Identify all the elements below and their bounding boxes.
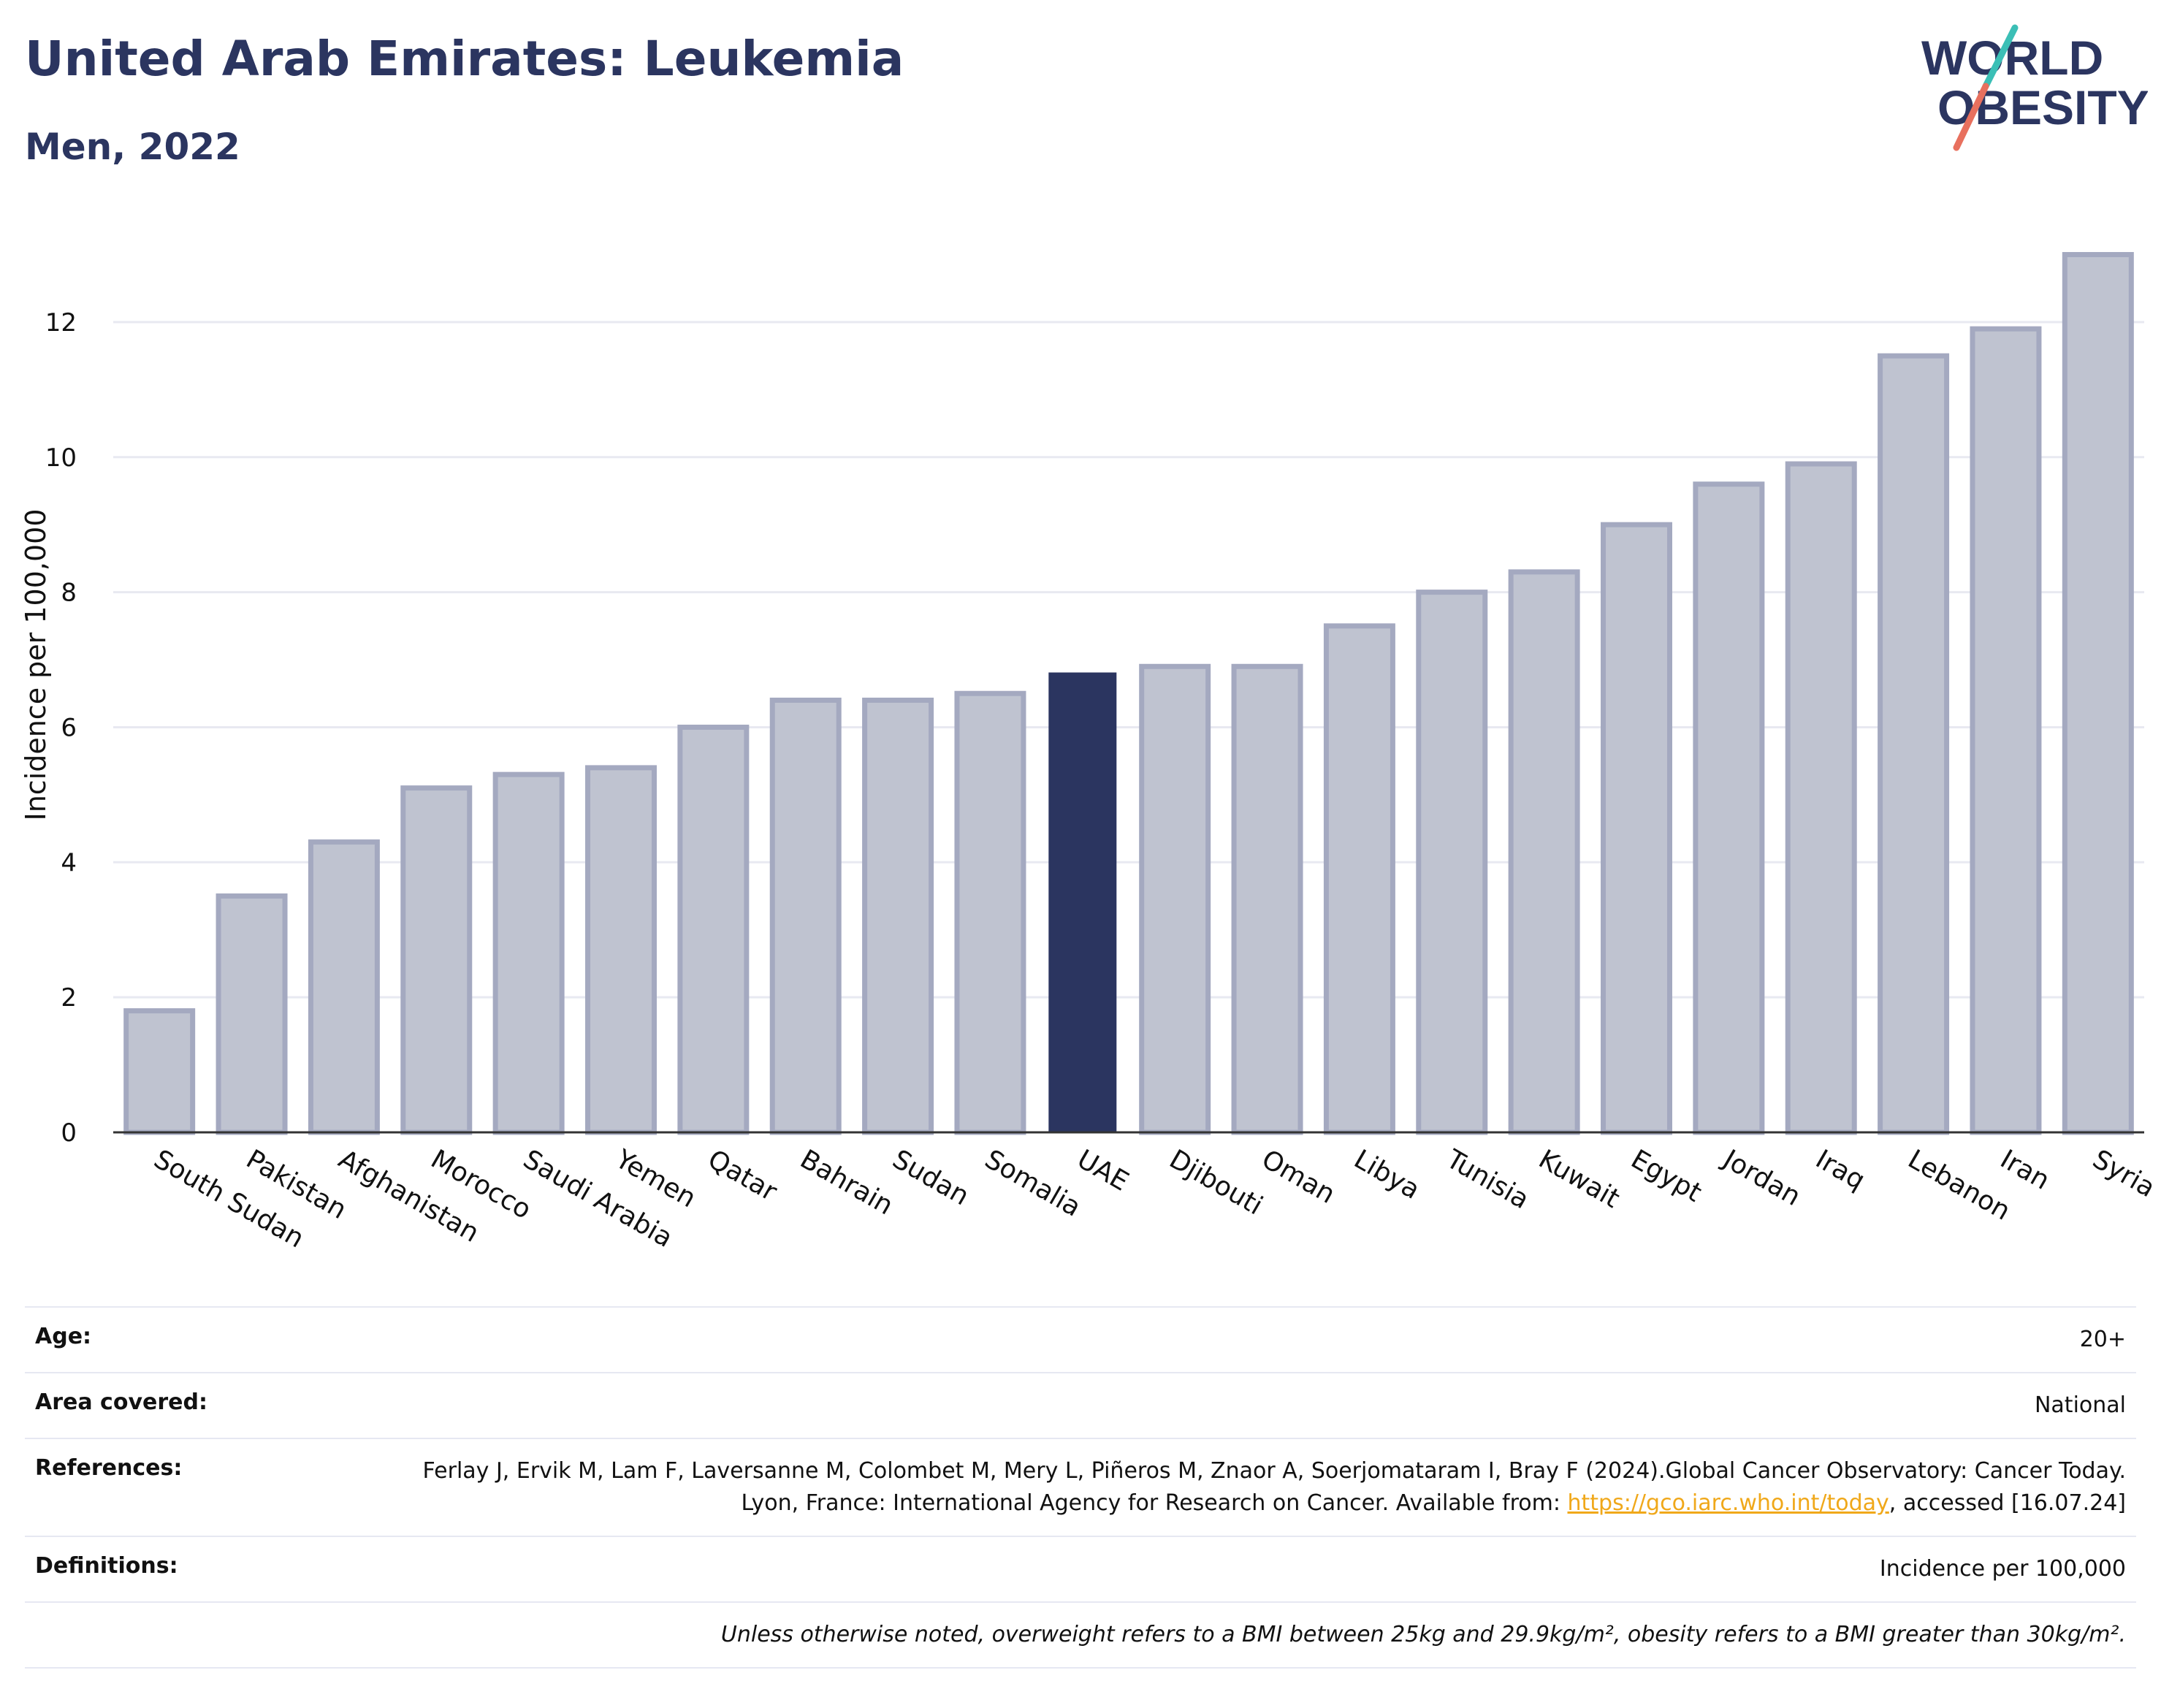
age-label: Age: <box>25 1306 352 1373</box>
bar <box>585 765 657 1135</box>
bar <box>954 690 1026 1135</box>
x-tick-label: Qatar <box>703 1144 782 1207</box>
definitions-value: Incidence per 100,000 <box>352 1536 2136 1602</box>
x-tick-label: Iraq <box>1810 1144 1870 1196</box>
info-row-footnote: Unless otherwise noted, overweight refer… <box>25 1601 2136 1669</box>
bar <box>1231 663 1303 1135</box>
world-obesity-logo: WORLD OBESITY <box>1921 24 2148 151</box>
bar <box>1785 461 1857 1135</box>
x-tick-label: Jordan <box>1717 1143 1805 1212</box>
page-title: United Arab Emirates: Leukemia <box>25 31 904 87</box>
y-tick-label: 12 <box>45 308 77 338</box>
bar <box>308 839 380 1135</box>
bar <box>2062 251 2134 1135</box>
x-tick-label: Syria <box>2087 1144 2160 1203</box>
y-tick-label: 10 <box>45 443 77 473</box>
x-tick-label: Tunisia <box>1441 1144 1534 1215</box>
info-row-definitions: Definitions: Incidence per 100,000 <box>25 1536 2136 1602</box>
bar <box>769 697 842 1135</box>
x-tick-label: Kuwait <box>1533 1144 1625 1214</box>
bar <box>1416 590 1488 1135</box>
bar <box>400 785 473 1135</box>
bar <box>1323 623 1395 1135</box>
references-link[interactable]: https://gco.iarc.who.int/today <box>1567 1490 1889 1516</box>
y-tick-label: 4 <box>61 848 77 877</box>
y-tick-label: 6 <box>61 713 77 742</box>
bar <box>677 724 750 1135</box>
x-tick-label: Libya <box>1349 1144 1425 1205</box>
references-accessed: , accessed [16.07.24] <box>1889 1490 2126 1516</box>
footnote-spacer <box>25 1601 352 1669</box>
x-tick-label: Oman <box>1257 1144 1340 1210</box>
info-row-age: Age: 20+ <box>25 1306 2136 1373</box>
bar <box>1693 481 1765 1135</box>
x-tick-label: Somalia <box>980 1144 1086 1223</box>
bar <box>216 893 288 1135</box>
page-subtitle: Men, 2022 <box>25 126 240 168</box>
bars <box>123 251 2134 1135</box>
bar <box>1139 663 1211 1135</box>
info-table: Age: 20+ Area covered: National Referenc… <box>25 1306 2136 1669</box>
definitions-label: Definitions: <box>25 1536 352 1602</box>
bar <box>1048 672 1117 1133</box>
references-label: References: <box>25 1438 352 1536</box>
bar <box>123 1008 196 1135</box>
area-value: National <box>352 1372 2136 1438</box>
x-tick-label: Sudan <box>888 1144 975 1211</box>
bar <box>862 697 934 1135</box>
x-tick-label: Bahrain <box>795 1144 898 1221</box>
bar <box>1508 569 1580 1135</box>
y-tick-label: 0 <box>61 1118 77 1148</box>
x-tick-label: UAE <box>1072 1144 1133 1197</box>
y-axis-ticks: 0 2 4 6 8 10 12 <box>45 308 77 1148</box>
logo-slash-top <box>1982 24 2019 90</box>
info-row-area: Area covered: National <box>25 1372 2136 1438</box>
x-tick-label: Egypt <box>1626 1144 1707 1208</box>
age-value: 20+ <box>352 1306 2136 1373</box>
bar <box>1601 522 1672 1135</box>
area-label: Area covered: <box>25 1372 352 1438</box>
x-tick-label: Iran <box>1995 1144 2054 1196</box>
y-tick-label: 2 <box>61 983 77 1013</box>
references-text: Ferlay J, Ervik M, Lam F, Laversanne M, … <box>422 1458 2126 1516</box>
x-tick-label: Lebanon <box>1903 1144 2016 1227</box>
bar <box>1878 353 1950 1135</box>
logo-slash-bottom <box>1953 83 1989 151</box>
bar <box>492 771 565 1135</box>
bar <box>1970 326 2042 1135</box>
info-row-references: References: Ferlay J, Ervik M, Lam F, La… <box>25 1438 2136 1536</box>
y-axis-label: Incidence per 100,000 <box>20 508 52 820</box>
y-tick-label: 8 <box>61 579 77 608</box>
bar-chart: 0 2 4 6 8 10 12 South SudanPakistanAfghanistan… <box>20 251 2160 1254</box>
x-axis-ticks: South SudanPakistanAfghanistanMoroccoSau… <box>149 1143 2160 1254</box>
x-tick-label: Djibouti <box>1165 1144 1268 1221</box>
footnote: Unless otherwise noted, overweight refer… <box>352 1601 2136 1669</box>
references-value: Ferlay J, Ervik M, Lam F, Laversanne M, … <box>352 1438 2136 1536</box>
